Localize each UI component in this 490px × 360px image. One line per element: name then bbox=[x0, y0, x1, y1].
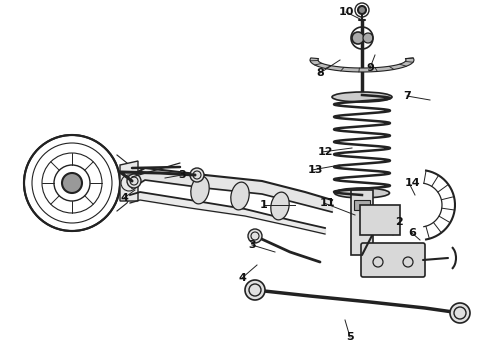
Polygon shape bbox=[120, 161, 138, 201]
Circle shape bbox=[352, 32, 364, 44]
Text: 3: 3 bbox=[248, 240, 256, 250]
Circle shape bbox=[190, 168, 204, 182]
Text: 7: 7 bbox=[403, 91, 411, 101]
Bar bbox=[351, 190, 373, 255]
Text: 4: 4 bbox=[238, 273, 246, 283]
Text: 9: 9 bbox=[366, 63, 374, 73]
Text: 6: 6 bbox=[408, 228, 416, 238]
Text: 8: 8 bbox=[316, 68, 324, 78]
Text: 13: 13 bbox=[308, 165, 323, 175]
Text: 5: 5 bbox=[346, 332, 354, 342]
Bar bbox=[360, 205, 400, 235]
Bar bbox=[354, 200, 370, 210]
Circle shape bbox=[245, 280, 265, 300]
Text: 10: 10 bbox=[338, 7, 354, 17]
Circle shape bbox=[358, 6, 366, 14]
Text: 4: 4 bbox=[120, 193, 128, 203]
Text: 3: 3 bbox=[178, 170, 186, 180]
Text: 2: 2 bbox=[395, 217, 403, 227]
Ellipse shape bbox=[335, 188, 390, 198]
Circle shape bbox=[450, 303, 470, 323]
Circle shape bbox=[127, 174, 141, 188]
Ellipse shape bbox=[332, 92, 392, 102]
Circle shape bbox=[62, 173, 82, 193]
Text: 11: 11 bbox=[320, 198, 336, 208]
Ellipse shape bbox=[231, 182, 249, 210]
FancyBboxPatch shape bbox=[361, 243, 425, 277]
Text: 12: 12 bbox=[318, 147, 334, 157]
Text: 1: 1 bbox=[260, 200, 268, 210]
Polygon shape bbox=[310, 58, 414, 72]
Ellipse shape bbox=[271, 192, 289, 220]
Circle shape bbox=[248, 229, 262, 243]
Text: 14: 14 bbox=[405, 178, 420, 188]
Circle shape bbox=[24, 135, 120, 231]
Circle shape bbox=[363, 33, 373, 43]
Ellipse shape bbox=[191, 176, 209, 204]
